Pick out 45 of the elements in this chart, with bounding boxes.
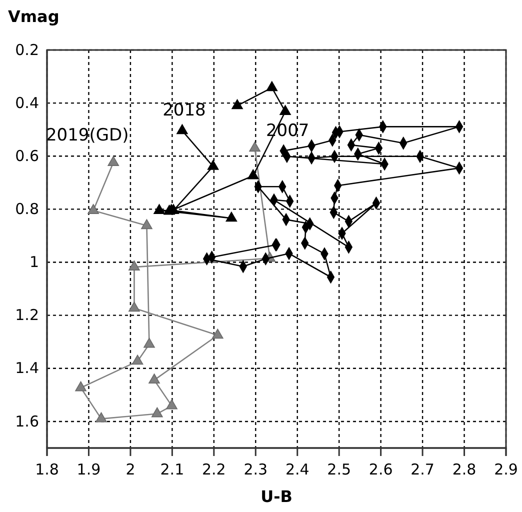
- y-tick-label: 1.4: [15, 359, 39, 378]
- point: [207, 160, 219, 170]
- y-tick-label: 1.6: [15, 412, 39, 430]
- x-tick-label: 2.8: [452, 460, 476, 479]
- point: [232, 99, 243, 110]
- point: [151, 407, 163, 418]
- point: [154, 204, 165, 214]
- x-tick-label: 2.1: [160, 460, 184, 479]
- y-tick-label: 0.6: [15, 146, 39, 165]
- x-tick-label: 2.5: [327, 460, 352, 479]
- x-tick-label: 2.9: [494, 460, 518, 479]
- y-tick-label: 0.8: [15, 200, 39, 218]
- point: [108, 156, 120, 166]
- point: [96, 412, 107, 422]
- point: [249, 142, 260, 152]
- point: [226, 212, 238, 222]
- point: [176, 124, 188, 134]
- y-tick-label: 0.4: [15, 94, 39, 112]
- x-tick-label: 1.9: [76, 460, 101, 479]
- x-tick-label: 2.4: [285, 460, 310, 479]
- point: [132, 354, 144, 365]
- y-tick-label: 0.2: [15, 40, 39, 59]
- x-tick-label: 1.8: [35, 460, 59, 479]
- point: [266, 81, 278, 92]
- point: [128, 260, 140, 270]
- point: [128, 302, 140, 312]
- x-tick-label: 2.3: [244, 460, 268, 479]
- point: [166, 399, 178, 410]
- point: [88, 204, 99, 214]
- x-axis-title: U-B: [260, 487, 292, 506]
- point: [148, 374, 160, 384]
- point: [212, 328, 224, 339]
- point: [141, 219, 152, 230]
- x-tick-label: 2.6: [368, 460, 393, 479]
- point: [144, 338, 155, 348]
- point: [247, 169, 259, 180]
- point: [75, 381, 86, 392]
- point: [280, 105, 291, 115]
- y-axis-title: Vmag: [8, 7, 60, 26]
- x-tick-label: 2: [126, 460, 136, 479]
- x-tick-label: 2.7: [410, 460, 434, 479]
- x-tick-label: 2.2: [202, 460, 226, 479]
- y-tick-label: 1.2: [15, 306, 39, 324]
- y-tick-label: 1: [29, 253, 39, 272]
- series-label: 2018: [162, 100, 206, 121]
